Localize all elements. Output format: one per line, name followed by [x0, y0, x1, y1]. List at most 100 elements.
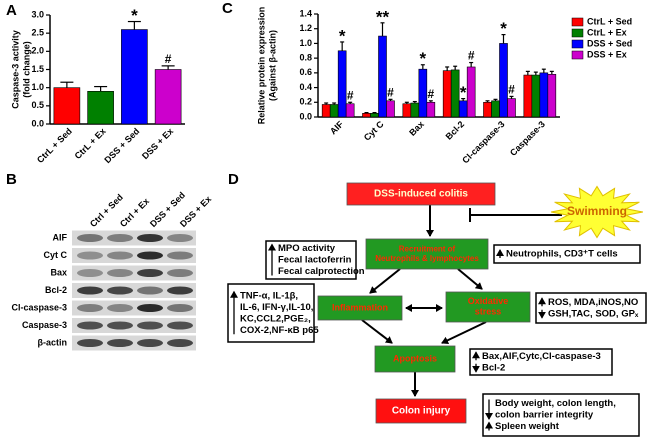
x-tick-label: Bax [407, 119, 426, 138]
note-text: Bcl-2 [482, 362, 505, 373]
significance-mark: # [427, 87, 434, 101]
blot-band [77, 304, 103, 312]
significance-mark: * [420, 49, 427, 68]
note-text: ROS, MDA,iNOS,NO [548, 297, 638, 308]
blot-strip [72, 300, 196, 316]
legend-label: DSS + Sed [587, 38, 632, 48]
y-axis-label: Caspase-3 activity [10, 30, 20, 109]
blot-row-label: AIF [53, 232, 68, 242]
blot-band [137, 321, 163, 330]
note-box [469, 348, 613, 376]
y-axis-label: (fold change) [21, 41, 31, 98]
bar [483, 101, 492, 118]
bar [410, 102, 420, 118]
bar [329, 104, 339, 118]
node-label: Neutrophils & lymphocytes [375, 254, 479, 263]
blot-band [137, 234, 163, 242]
y-tick-label: 0.6 [299, 67, 312, 77]
node-label: Inflammation [332, 302, 388, 312]
blot-band [107, 304, 133, 312]
y-tick-label: 1.0 [299, 38, 312, 48]
panel-label: A [6, 2, 17, 19]
blot-band [137, 269, 163, 277]
blot-band [77, 339, 103, 347]
significance-mark: # [347, 88, 354, 102]
bar [378, 35, 387, 118]
blot-strip [72, 265, 196, 281]
note-text: KC,CCL2,PGE₂, [240, 313, 311, 324]
blot-band [137, 304, 163, 312]
bar [442, 70, 452, 118]
node-box [317, 295, 403, 321]
note-text: Fecal lactoferrin [278, 255, 352, 266]
significance-mark: * [131, 6, 138, 25]
blot-row-label: Bax [50, 267, 67, 277]
bar [362, 113, 371, 118]
y-tick-label: 2.5 [31, 28, 44, 38]
blot-band [167, 321, 193, 330]
x-tick-label: CtrL + Sed [35, 126, 74, 165]
arrow [369, 268, 401, 294]
panel-label: C [222, 0, 233, 17]
blot-row-label: Cl-caspase-3 [11, 302, 67, 312]
x-tick-label: CtrL + Ex [73, 126, 108, 161]
y-tick-label: 1.4 [299, 8, 312, 18]
blot-band [137, 286, 163, 295]
node-label: Oxidative [468, 296, 509, 306]
y-axis-label: (Against β-actin) [267, 30, 277, 101]
note-text: MPO activity [278, 243, 336, 254]
bar [547, 74, 557, 118]
y-tick-label: 1.0 [31, 82, 44, 92]
blot-row-label: Bcl-2 [45, 285, 67, 295]
node-label: Colon injury [392, 406, 451, 417]
bar [499, 43, 508, 118]
note-text: Fecal calprotection [278, 266, 365, 277]
note-text: IL-6, IFN-γ,IL-10, [240, 302, 313, 313]
significance-mark: # [468, 49, 475, 63]
note-text: Spleen weight [495, 421, 560, 432]
bar [539, 72, 549, 118]
significance-mark: # [165, 52, 172, 66]
node-label: Apoptosis [393, 353, 437, 363]
y-tick-label: 1.2 [299, 23, 312, 33]
blot-band [77, 251, 103, 260]
note-box [265, 240, 357, 280]
blot-band [107, 251, 133, 260]
blot-band [107, 286, 133, 295]
blot-strip [72, 230, 196, 246]
blot-band [167, 304, 193, 312]
node-box [445, 291, 531, 323]
bar [386, 100, 395, 118]
y-tick-label: 2.0 [31, 46, 44, 56]
arrow [441, 321, 487, 345]
significance-mark: * [460, 83, 467, 102]
x-tick-label: AIF [328, 119, 346, 137]
node-label: Swimming [567, 204, 627, 218]
blot-band [167, 286, 193, 295]
blot-band [107, 269, 133, 277]
bar [531, 74, 541, 118]
significance-mark: # [387, 86, 394, 100]
arrow [361, 319, 393, 344]
significance-mark: # [508, 83, 515, 97]
bar [507, 98, 516, 118]
bar [523, 74, 533, 118]
blot-band [167, 251, 193, 260]
panel-label: D [228, 171, 239, 188]
x-tick-label: Cyt C [362, 119, 386, 143]
blot-row-label: β-actin [38, 337, 68, 347]
blot-band [107, 339, 133, 347]
node-label: DSS-induced colitis [374, 189, 468, 200]
x-tick-label: Caspase-3 [508, 119, 547, 158]
bar [321, 104, 331, 118]
blot-band [77, 321, 103, 330]
blot-band [137, 339, 163, 347]
bar [87, 91, 114, 125]
y-tick-label: 0.2 [299, 97, 312, 107]
y-tick-label: 0.0 [299, 111, 312, 121]
bar [370, 113, 379, 118]
y-tick-label: 0.5 [31, 100, 44, 110]
node-label: Recruitment of [399, 244, 456, 253]
bar [337, 50, 347, 118]
blot-band [77, 286, 103, 295]
